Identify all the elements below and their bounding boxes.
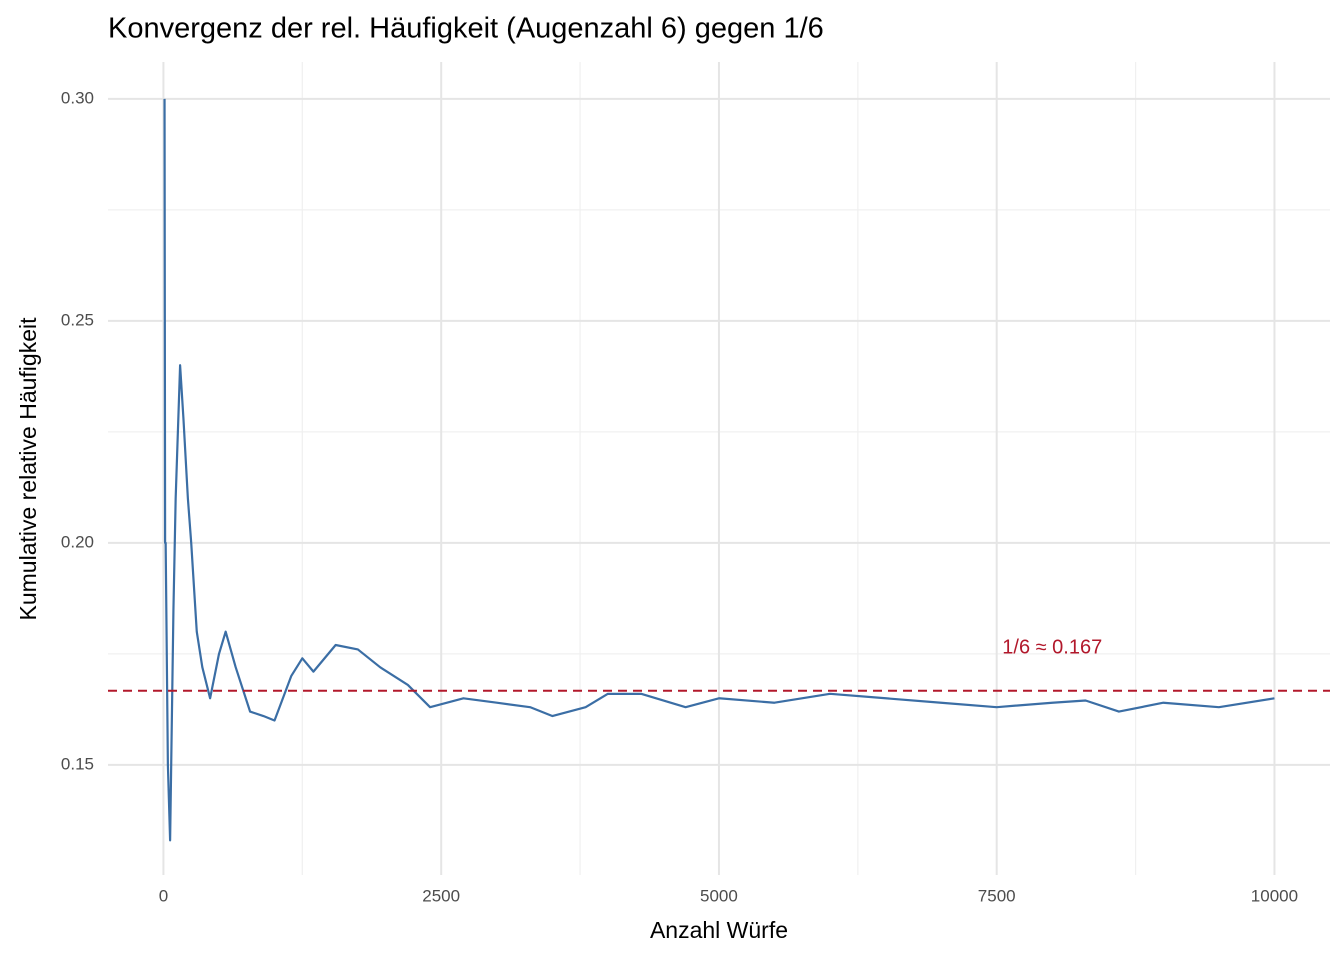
y-tick-label: 0.25 [61,310,94,329]
data-line [163,98,1275,842]
y-tick-label: 0.30 [61,88,94,107]
x-tick-label: 5000 [700,886,738,905]
x-tick-label: 0 [159,886,168,905]
reference-label: 1/6 ≈ 0.167 [1002,636,1102,658]
x-tick-label: 10000 [1251,886,1298,905]
x-tick-label: 2500 [422,886,460,905]
y-tick-label: 0.20 [61,532,94,551]
chart-title: Konvergenz der rel. Häufigkeit (Augenzah… [108,13,824,45]
y-tick-label: 0.15 [61,754,94,773]
x-axis-label: Anzahl Würfe [650,917,788,943]
y-axis-label: Kumulative relative Häufigkeit [15,317,41,621]
x-tick-label: 7500 [978,886,1016,905]
